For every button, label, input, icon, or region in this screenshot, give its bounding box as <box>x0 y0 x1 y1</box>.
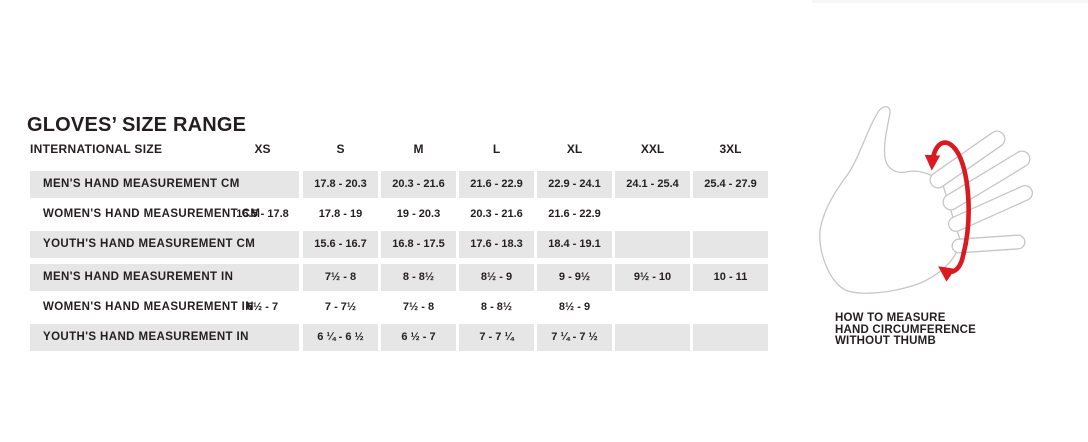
table-row: WOMEN'S HAND MEASUREMENT CM 16.5 - 17.8 17… <box>30 201 768 228</box>
size-cell: 20.3 - 21.6 <box>381 171 456 198</box>
size-cell: 19 - 20.3 <box>396 208 441 220</box>
size-cell <box>693 231 768 258</box>
caption-line: HOW TO MEASURE <box>835 312 946 324</box>
size-cell: 8½ - 9 <box>558 301 591 313</box>
size-cell: 21.6 - 22.9 <box>459 171 534 198</box>
size-cell: 8 - 8½ <box>480 301 513 313</box>
size-cell: 8 - 8½ <box>381 264 456 291</box>
column-header-xl: XL <box>566 142 583 156</box>
hand-diagram <box>819 106 1033 294</box>
size-cell: 22.9 - 24.1 <box>537 171 612 198</box>
header-international-size: INTERNATIONAL SIZE <box>30 142 163 156</box>
size-cell: 6 ½ - 7 <box>381 324 456 351</box>
measure-caption: HOW TO MEASURE HAND CIRCUMFERENCE WITHOU… <box>835 312 976 348</box>
hand-outline <box>819 106 961 294</box>
row-label: YOUTH'S HAND MEASUREMENT CM <box>30 231 299 258</box>
column-header-s: S <box>336 142 345 156</box>
size-cell: 17.8 - 20.3 <box>303 171 378 198</box>
size-cell: 16.8 - 17.5 <box>381 231 456 258</box>
column-header-m: M <box>413 142 424 156</box>
size-cell: 6 ¼ - 6 ½ <box>303 324 378 351</box>
circumference-arrow-icon <box>924 140 971 282</box>
row-label: WOMEN'S HAND MEASUREMENT CM <box>43 208 261 220</box>
row-label: YOUTH'S HAND MEASUREMENT IN <box>30 324 299 351</box>
size-cell: 7 - 7 ¼ <box>459 324 534 351</box>
size-cell-xs: 16.5 - 17.8 <box>236 208 289 220</box>
hand-illustration: HOW TO MEASURE HAND CIRCUMFERENCE WITHOU… <box>810 80 1088 370</box>
hand-fingers <box>929 130 1033 254</box>
size-cell <box>693 324 768 351</box>
column-header-3xl: 3XL <box>719 142 742 156</box>
size-cell: 17.6 - 18.3 <box>459 231 534 258</box>
size-cell: 8½ - 9 <box>459 264 534 291</box>
size-cell <box>615 324 690 351</box>
caption-line: HAND CIRCUMFERENCE <box>835 323 976 336</box>
row-label: MEN'S HAND MEASUREMENT CM <box>30 171 299 198</box>
column-header-l: L <box>492 142 501 156</box>
row-label: WOMEN'S HAND MEASUREMENT IN <box>43 301 254 313</box>
size-cell <box>615 231 690 258</box>
top-edge-strip <box>812 0 1088 3</box>
size-cell: 7½ - 8 <box>303 264 378 291</box>
size-cell: 21.6 - 22.9 <box>548 208 601 220</box>
column-header-xs: XS <box>254 142 271 156</box>
size-cell: 17.8 - 19 <box>318 208 363 220</box>
size-cell: 15.6 - 16.7 <box>303 231 378 258</box>
size-cell: 7½ - 8 <box>402 301 435 313</box>
column-header-xxl: XXL <box>640 142 665 156</box>
caption-line: WITHOUT THUMB <box>835 335 936 347</box>
size-cell: 24.1 - 25.4 <box>615 171 690 198</box>
size-cell: 9 - 9½ <box>537 264 612 291</box>
size-cell: 25.4 - 27.9 <box>693 171 768 198</box>
size-cell-xs: 6½ - 7 <box>246 301 279 313</box>
size-cell: 7 ¼ - 7 ½ <box>537 324 612 351</box>
size-cell: 20.3 - 21.6 <box>470 208 523 220</box>
size-cell: 18.4 - 19.1 <box>537 231 612 258</box>
size-cell: 10 - 11 <box>693 264 768 291</box>
page-title: GLOVES’ SIZE RANGE <box>27 114 247 137</box>
table-row: YOUTH'S HAND MEASUREMENT CM 15.6 - 16.7 16… <box>30 231 768 258</box>
size-cell: 9½ - 10 <box>615 264 690 291</box>
size-cell: 7 - 7½ <box>324 301 357 313</box>
row-label: MEN'S HAND MEASUREMENT IN <box>30 264 299 291</box>
table-row: MEN'S HAND MEASUREMENT CM 17.8 - 20.3 20.3… <box>30 171 768 198</box>
size-table: INTERNATIONAL SIZE XS S M L XL XXL 3XL MEN'S H… <box>30 141 768 353</box>
table-row: WOMEN'S HAND MEASUREMENT IN 6½ - 7 7 - 7½ 7… <box>30 294 768 321</box>
